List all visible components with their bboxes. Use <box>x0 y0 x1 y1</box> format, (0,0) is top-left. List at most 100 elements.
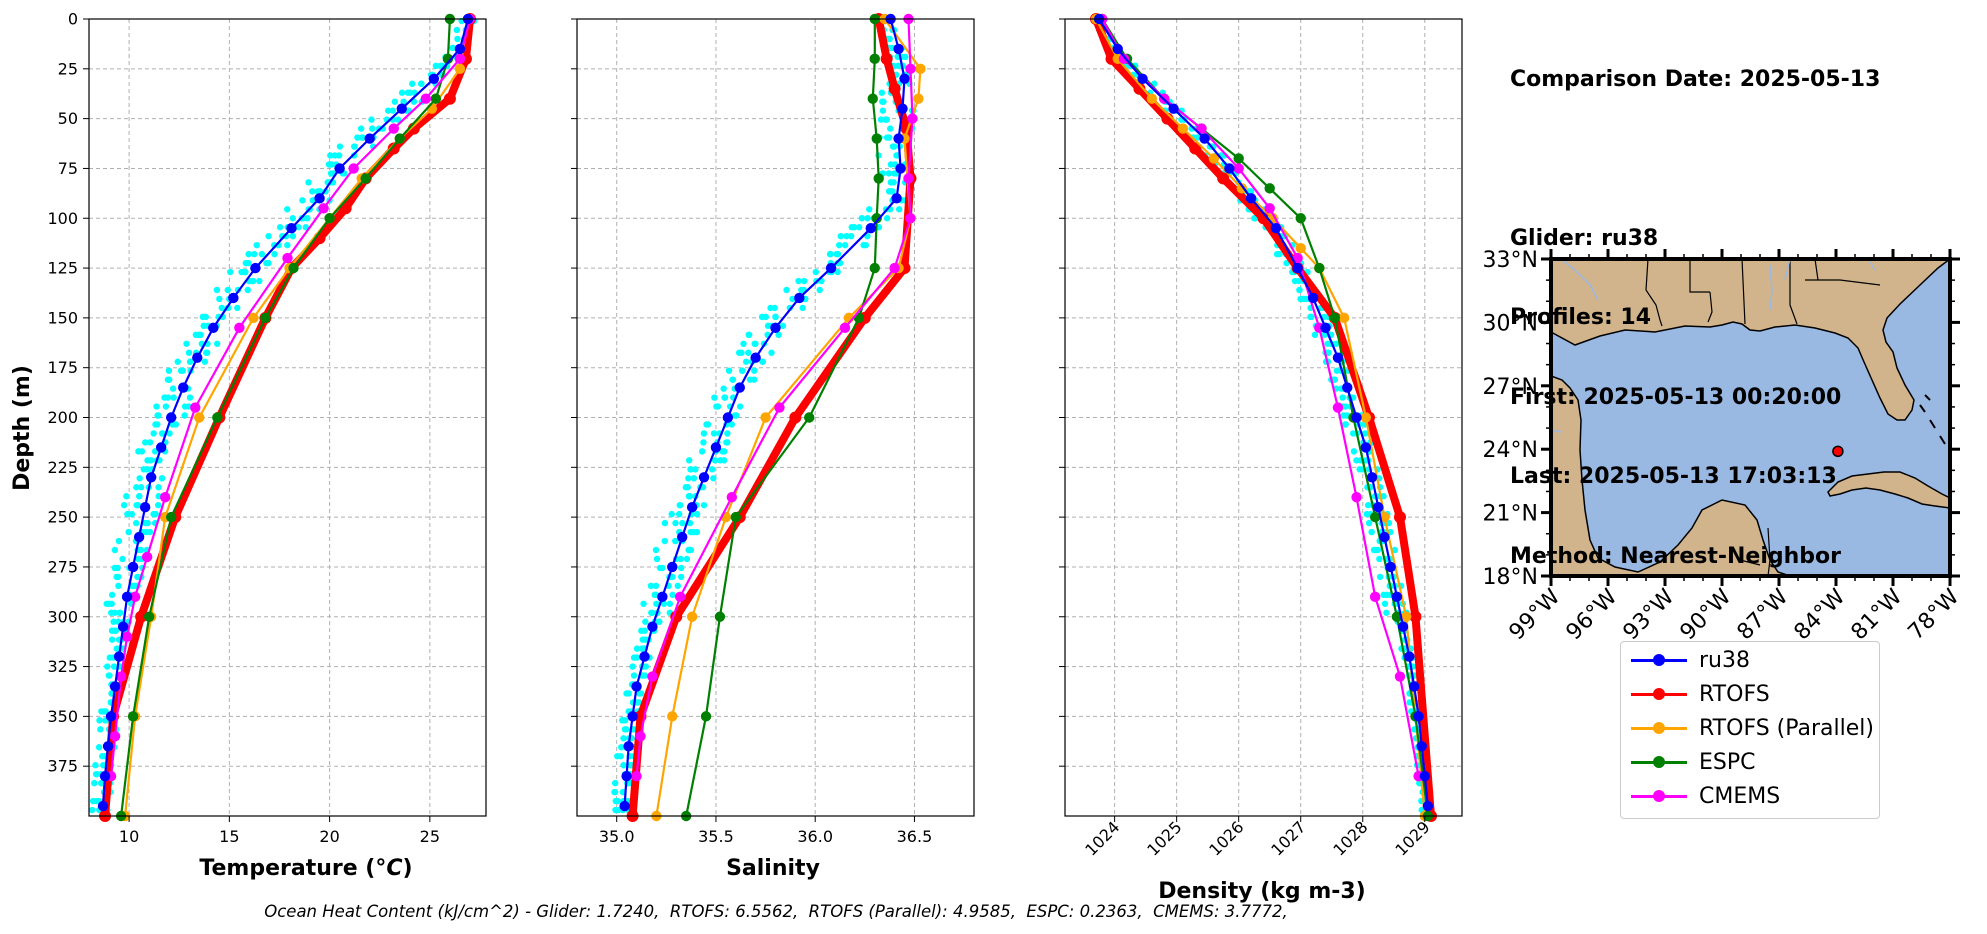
glider-scatter-point <box>612 797 620 805</box>
series-point-rtofs-parallel <box>667 711 678 722</box>
series-point-ru38 <box>891 193 902 204</box>
glider-scatter-point <box>295 224 302 231</box>
glider-scatter-point <box>742 358 750 365</box>
glider-scatter-point <box>385 107 392 114</box>
series-point-rtofs-parallel <box>686 611 698 622</box>
glider-scatter-point <box>649 609 656 616</box>
x-tick-label: 1024 <box>1081 817 1123 859</box>
series-point-rtofs-parallel <box>913 93 924 104</box>
glider-scatter-point <box>95 744 103 751</box>
series-point-ru38 <box>639 651 650 662</box>
interp-method: Method: Nearest-Neighbor <box>1510 543 1841 569</box>
series-point-cmems <box>1332 402 1344 413</box>
glider-scatter-point <box>729 376 737 383</box>
series-point-cmems <box>318 203 329 214</box>
rivers <box>1551 259 1876 433</box>
glider-scatter-point <box>174 358 181 365</box>
glider-scatter-point <box>137 484 145 491</box>
glider-scatter-point <box>158 475 166 482</box>
glider-scatter-point <box>611 788 619 796</box>
glider-scatter-point <box>637 690 645 697</box>
glider-scatter-point <box>687 528 694 536</box>
series-point-rtofs <box>443 92 456 105</box>
glider-scatter-point <box>117 609 124 616</box>
glider-scatter-point <box>1356 466 1363 473</box>
glider-scatter-point <box>203 349 210 356</box>
glider-scatter-point <box>768 349 775 356</box>
series-point-ru38 <box>893 43 904 55</box>
glider-scatter-point <box>1349 430 1357 437</box>
series-point-cmems <box>726 492 738 503</box>
glider-scatter-point <box>642 636 649 643</box>
series-point-rtofs <box>789 411 802 424</box>
series-point-espc <box>442 53 454 65</box>
series-point-cmems <box>234 322 245 334</box>
glider-scatter-point <box>685 457 693 464</box>
legend: ru38 RTOFS RTOFS (Parallel) ESPC CMEMS <box>1620 641 1880 819</box>
x-tick-label: 35.5 <box>698 827 734 846</box>
glider-scatter-point <box>783 286 790 294</box>
temperature-xlabel: Temperature (°C) <box>199 856 412 881</box>
glider-scatter-point <box>186 394 194 401</box>
series-point-rtofs-parallel <box>1146 93 1158 104</box>
glider-scatter-point <box>165 376 173 383</box>
info-panel: Comparison Date: 2025-05-13 Glider: ru38… <box>1510 14 1880 597</box>
glider-scatter-point <box>155 501 162 509</box>
series-point-rtofs-parallel <box>248 312 259 324</box>
glider-scatter-point <box>721 394 728 401</box>
series-point-rtofs-parallel <box>1400 611 1412 622</box>
series-point-ru38 <box>1270 223 1282 234</box>
glider-scatter-point <box>136 475 143 482</box>
glider-scatter-point <box>138 448 146 455</box>
glider-scatter-point <box>256 277 263 285</box>
series-point-cmems <box>647 671 658 682</box>
glider-scatter-point <box>1311 331 1319 339</box>
series-point-cmems <box>1118 53 1130 65</box>
series-point-cmems <box>121 631 133 642</box>
glider-scatter-point <box>812 268 820 276</box>
series-point-espc <box>700 711 712 722</box>
legend-label: CMEMS <box>1699 783 1781 809</box>
glider-scatter-point <box>418 80 425 87</box>
series-point-ru38 <box>109 681 121 692</box>
series-point-ru38 <box>677 531 688 543</box>
temperature-panel: 10 15 20 2502550751001251501752002252502753… <box>47 10 487 846</box>
glider-scatter-point <box>719 448 726 455</box>
glider-scatter-point <box>135 493 143 500</box>
glider-scatter-point <box>855 224 863 231</box>
glider-scatter-point <box>1339 394 1346 401</box>
series-point-rtofs-parallel <box>194 412 205 423</box>
series-point-espc <box>212 412 223 423</box>
glider-scatter-point <box>710 430 718 437</box>
series-point-cmems <box>905 63 916 75</box>
glider-scatter-point <box>242 259 250 267</box>
series-point-rtofs <box>387 142 400 155</box>
glider-scatter-point <box>263 259 270 267</box>
glider-scatter-point <box>740 340 747 347</box>
glider-scatter-point <box>134 573 141 581</box>
x-tick-label: 10 <box>119 827 139 846</box>
glider-scatter-point <box>166 430 173 437</box>
glider-scatter-point <box>1303 295 1310 303</box>
glider-scatter-point <box>1332 340 1340 347</box>
glider-scatter-point <box>120 501 128 509</box>
series-point-cmems <box>1292 252 1303 264</box>
series-point-ru38 <box>722 412 734 423</box>
glider-scatter-point <box>265 232 272 240</box>
glider-scatter-point <box>666 600 674 607</box>
glider-scatter-point <box>186 358 194 365</box>
y-tick-label: 0 <box>68 10 78 29</box>
glider-scatter-point <box>201 358 209 365</box>
glider-scatter-point <box>736 403 744 410</box>
glider-scatter-point <box>728 421 735 428</box>
series-point-ru38 <box>99 770 111 782</box>
series-point-ru38 <box>166 412 177 423</box>
series-point-ru38 <box>314 193 325 204</box>
glider-scatter-point <box>369 125 376 132</box>
series-point-ru38 <box>1342 382 1353 393</box>
glider-scatter-point <box>89 797 97 805</box>
glider-scatter-point <box>751 367 758 374</box>
series-point-ru38 <box>1351 412 1362 423</box>
glider-scatter-point <box>879 107 887 114</box>
glider-scatter-point <box>248 277 256 285</box>
